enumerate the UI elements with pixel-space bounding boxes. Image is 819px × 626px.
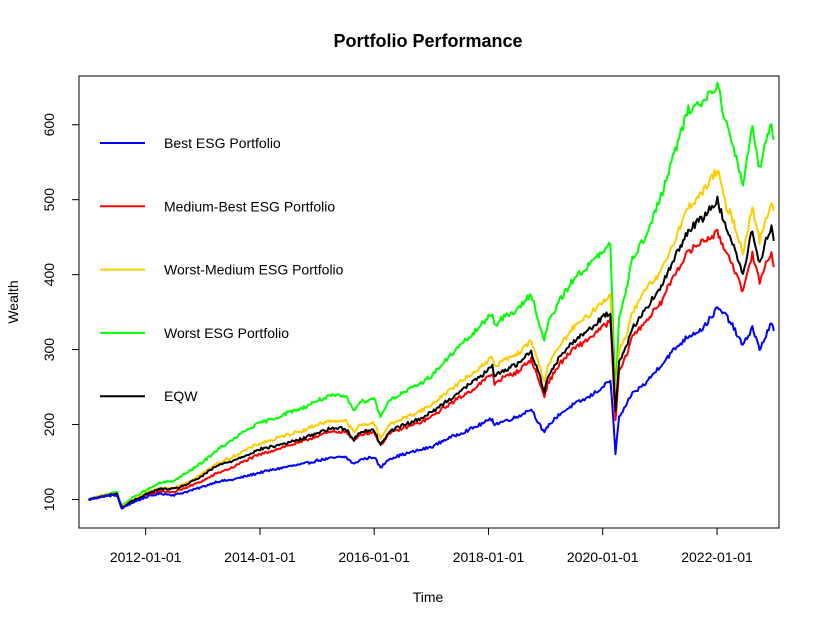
y-tick-label: 600 (41, 113, 57, 137)
legend-label: EQW (164, 388, 198, 404)
y-axis: 100 200 300 400 500 600 (41, 113, 80, 512)
x-axis-label: Time (413, 589, 444, 605)
x-tick-label: 2020-01-01 (567, 549, 639, 565)
chart-title: Portfolio Performance (333, 31, 522, 51)
x-tick-label: 2018-01-01 (453, 549, 525, 565)
x-tick-label: 2014-01-01 (224, 549, 296, 565)
legend-label: Best ESG Portfolio (164, 135, 281, 151)
y-tick-label: 100 (41, 488, 57, 512)
y-axis-label: Wealth (5, 280, 21, 323)
series-line-2 (88, 168, 775, 508)
legend-label: Worst-Medium ESG Portfolio (164, 262, 344, 278)
legend: Best ESG Portfolio Medium-Best ESG Portfo… (100, 135, 344, 404)
y-tick-label: 500 (41, 188, 57, 212)
x-tick-label: 2016-01-01 (338, 549, 410, 565)
x-axis: 2012-01-01 2014-01-01 2016-01-01 2018-01-01… (110, 527, 753, 565)
series-line-3 (88, 81, 775, 506)
y-tick-label: 300 (41, 338, 57, 362)
y-tick-label: 200 (41, 413, 57, 437)
series-lines (87, 81, 775, 510)
y-tick-label: 400 (41, 263, 57, 287)
x-tick-label: 2012-01-01 (110, 549, 182, 565)
series-line-0 (88, 306, 775, 510)
x-tick-label: 2022-01-01 (681, 549, 753, 565)
legend-label: Medium-Best ESG Portfolio (164, 198, 335, 214)
legend-label: Worst ESG Portfolio (164, 325, 289, 341)
series-line-1 (87, 228, 775, 510)
series-line-4 (88, 195, 775, 510)
